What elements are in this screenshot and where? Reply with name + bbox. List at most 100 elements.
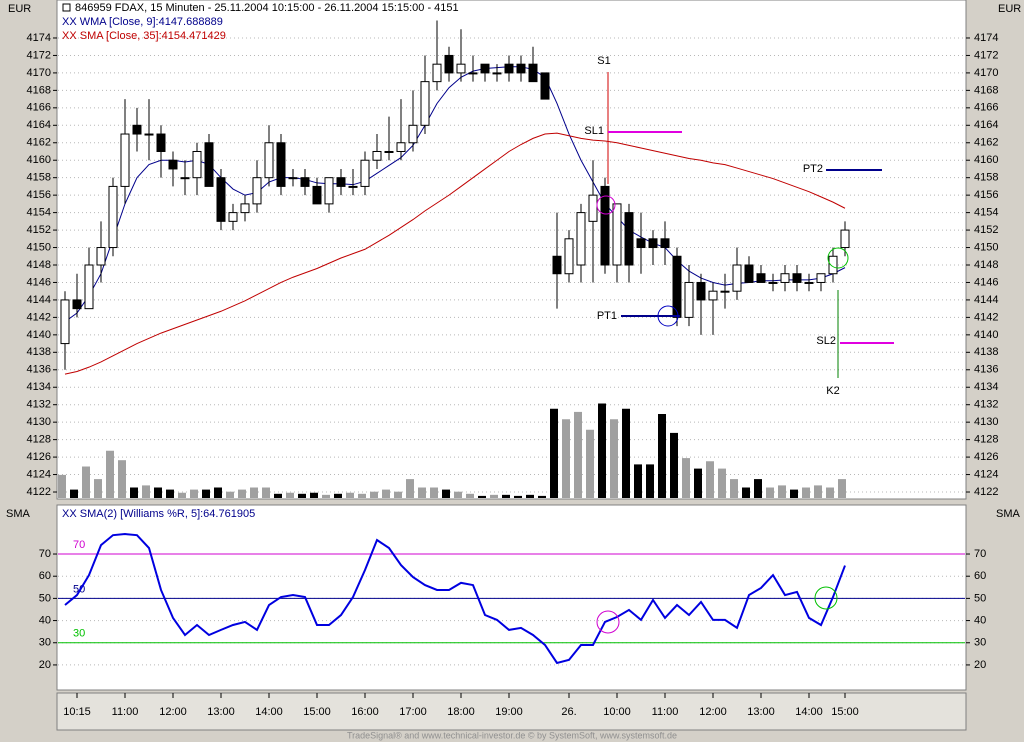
series-line [64, 132, 846, 375]
candle-body [96, 247, 106, 266]
x-tick-label: 19:00 [495, 706, 523, 718]
volume-bar [118, 460, 126, 498]
y-tick-label-right: 4124 [974, 468, 998, 480]
candle-body [132, 124, 142, 135]
sub-plot [56, 504, 967, 691]
pt1-circle [657, 305, 679, 327]
volume-bar [706, 461, 714, 498]
title-icon [62, 3, 71, 12]
y-axis-label: EUR [8, 3, 31, 15]
x-tick-label: 13:00 [747, 706, 775, 718]
level-label: 70 [73, 539, 85, 551]
y-tick-label: 4146 [27, 276, 51, 288]
volume-bar [586, 429, 594, 498]
candle-body [276, 142, 286, 187]
y-tick-label: 30 [39, 637, 51, 649]
volume-bar [658, 414, 666, 498]
candle-body [444, 54, 454, 74]
volume-bar [286, 492, 294, 498]
volume-bar [682, 458, 690, 498]
candle-body [636, 238, 646, 249]
volume-bar [814, 485, 822, 498]
volume-bar [526, 494, 534, 498]
main-plot [56, 0, 967, 500]
x-tick-label: 14:00 [255, 706, 283, 718]
volume-bar [490, 494, 498, 498]
y-tick-label-right: 4136 [974, 364, 998, 376]
x-tick-label: 14:00 [795, 706, 823, 718]
y-tick-label: 4134 [27, 381, 51, 393]
volume-bar [226, 491, 234, 498]
candle-body [312, 185, 322, 205]
candle-body [192, 150, 202, 179]
volume-bar [838, 479, 846, 498]
y-tick-label-right: 4148 [974, 259, 998, 271]
annotation: PT2 [803, 163, 823, 175]
y-tick-label: 4136 [27, 364, 51, 376]
y-tick-label: 4140 [27, 329, 51, 341]
candle-body [84, 264, 94, 310]
candle-body [432, 63, 442, 83]
y-tick-label: 4166 [27, 102, 51, 114]
volume-bar [346, 492, 354, 498]
y-tick-label: 4158 [27, 172, 51, 184]
annotation: SL2 [816, 335, 836, 347]
volume-bar [274, 493, 282, 498]
candle-body [552, 255, 562, 275]
y-tick-label: 4142 [27, 311, 51, 323]
candle-body [792, 273, 802, 283]
y-tick-label-right: 4172 [974, 49, 998, 61]
volume-bar [406, 479, 414, 498]
candle-body [648, 238, 658, 249]
y-tick-label: 4126 [27, 451, 51, 463]
k2-circle [827, 247, 849, 269]
legend-entry: XX SMA [Close, 35]:4154.471429 [62, 30, 226, 42]
y-tick-label: 4172 [27, 49, 51, 61]
volume-bar [70, 489, 78, 498]
y-tick-label: 4148 [27, 259, 51, 271]
candle-body [744, 264, 754, 283]
annotations: S1 SL1 PT2 PT1 SL2 K2 [584, 55, 894, 634]
candle-body [468, 72, 478, 75]
candle-body [672, 255, 682, 318]
x-axis-strip [56, 692, 967, 731]
x-tick-label: 15:00 [831, 706, 859, 718]
series-line [64, 533, 846, 665]
volume-bar [382, 489, 390, 498]
x-tick-label: 15:00 [303, 706, 331, 718]
y-tick-label-right: 70 [974, 548, 986, 560]
candle-body [480, 63, 490, 74]
volume-bar [634, 464, 642, 498]
candle-body [564, 238, 574, 275]
volume-bar [778, 485, 786, 498]
y-tick-label-right: 4170 [974, 67, 998, 79]
x-tick-label: 11:00 [652, 706, 679, 718]
candle-body [324, 177, 334, 205]
candle-body [372, 150, 382, 161]
legend-entry: XX WMA [Close, 9]:4147.688889 [62, 16, 223, 28]
candle-body [684, 281, 694, 318]
y-tick-label-right: 4144 [974, 294, 998, 306]
volume-bar [298, 493, 306, 498]
y-tick-label-right: 4162 [974, 137, 998, 149]
y-tick-label-right: 4158 [974, 172, 998, 184]
candle-body [492, 72, 502, 75]
candle-body [576, 212, 586, 266]
candle-body [408, 124, 418, 144]
volume-bar [154, 487, 162, 498]
y-tick-label-right: 4138 [974, 346, 998, 358]
volume-bar [250, 487, 258, 498]
y-tick-label: 60 [39, 570, 51, 582]
volume-bar [502, 494, 510, 498]
volume-bar [178, 492, 186, 498]
y-tick-label: 4154 [27, 207, 51, 219]
volume-bar [694, 468, 702, 498]
y-tick-label: 4122 [27, 486, 51, 498]
candle-body [420, 81, 430, 126]
y-tick-label: 50 [39, 592, 51, 604]
y-tick-label: 4156 [27, 189, 51, 201]
volume-bar [322, 494, 330, 498]
volume-bar [190, 489, 198, 498]
volume-bar [826, 487, 834, 498]
volume-bar [802, 487, 810, 498]
